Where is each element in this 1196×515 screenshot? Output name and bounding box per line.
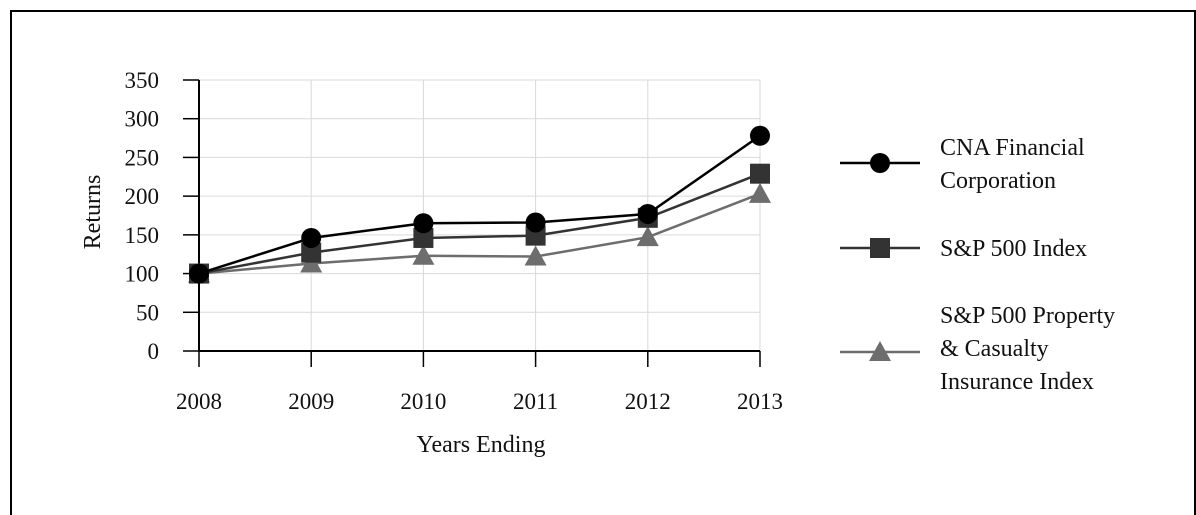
x-tick-label: 2013	[737, 389, 783, 414]
y-tick-label: 300	[125, 107, 160, 132]
legend: CNA Financial Corporation S&P 500 Index S&P…	[840, 135, 1115, 395]
legend-label-line: CNA Financial	[940, 135, 1085, 161]
legend-label: S&P 500 Index	[940, 236, 1087, 262]
series-line	[198, 134, 761, 275]
y-tick-label: 150	[125, 223, 160, 248]
y-tick-label: 0	[148, 339, 160, 364]
grid-lines	[199, 79, 761, 351]
data-point-circle	[189, 263, 209, 284]
legend-marker-square	[870, 238, 890, 258]
y-tick-label: 50	[136, 300, 159, 325]
series-3	[188, 182, 771, 283]
data-point-square	[750, 163, 770, 184]
data-point-circle	[413, 213, 434, 234]
legend-label: S&P 500 Property & Casualty Insurance Inde…	[940, 303, 1115, 395]
data-point-square	[301, 242, 322, 263]
series-1	[189, 125, 770, 284]
x-tick-label: 2012	[625, 389, 671, 414]
data-point-circle	[750, 125, 770, 146]
data-point-triangle	[749, 182, 771, 203]
legend-item-3: S&P 500 Property & Casualty Insurance Inde…	[840, 303, 1115, 395]
series-lines	[188, 125, 771, 284]
legend-label-line: & Casualty	[940, 336, 1049, 362]
legend-label-line: Insurance Index	[940, 369, 1094, 395]
legend-label-line: Corporation	[940, 168, 1056, 194]
x-tick-label: 2010	[400, 389, 446, 414]
y-tick-label: 100	[125, 262, 160, 287]
x-tick-label: 2011	[513, 389, 558, 414]
x-axis-title: Years Ending	[417, 432, 546, 458]
x-tick-label: 2009	[288, 389, 334, 414]
data-point-circle	[301, 227, 322, 248]
y-axis-title: Returns	[80, 175, 106, 250]
data-point-square	[413, 227, 434, 248]
data-point-triangle	[412, 244, 435, 265]
data-point-triangle	[636, 226, 659, 247]
x-tick-label: 2008	[176, 389, 222, 414]
series-line	[198, 192, 761, 275]
y-tick-label: 350	[125, 68, 160, 93]
axes	[183, 79, 761, 367]
legend-marker-triangle	[869, 341, 891, 361]
legend-label-line: S&P 500 Index	[940, 236, 1087, 262]
legend-marker-circle	[870, 153, 890, 173]
series-line	[198, 172, 761, 275]
data-point-circle	[637, 203, 658, 224]
data-point-triangle	[524, 245, 547, 266]
legend-label-line: S&P 500 Property	[940, 303, 1115, 329]
y-tick-label: 200	[125, 184, 160, 209]
legend-item-2: S&P 500 Index	[840, 236, 1087, 262]
tick-labels: 0 50 100 150 200 250 300 350 2008 2009 2010 2011 201…	[125, 68, 784, 414]
chart-frame	[10, 10, 1196, 515]
legend-item-1: CNA Financial Corporation	[840, 135, 1085, 194]
data-point-circle	[525, 212, 546, 233]
y-tick-label: 250	[125, 145, 160, 170]
legend-label: CNA Financial Corporation	[940, 135, 1085, 194]
